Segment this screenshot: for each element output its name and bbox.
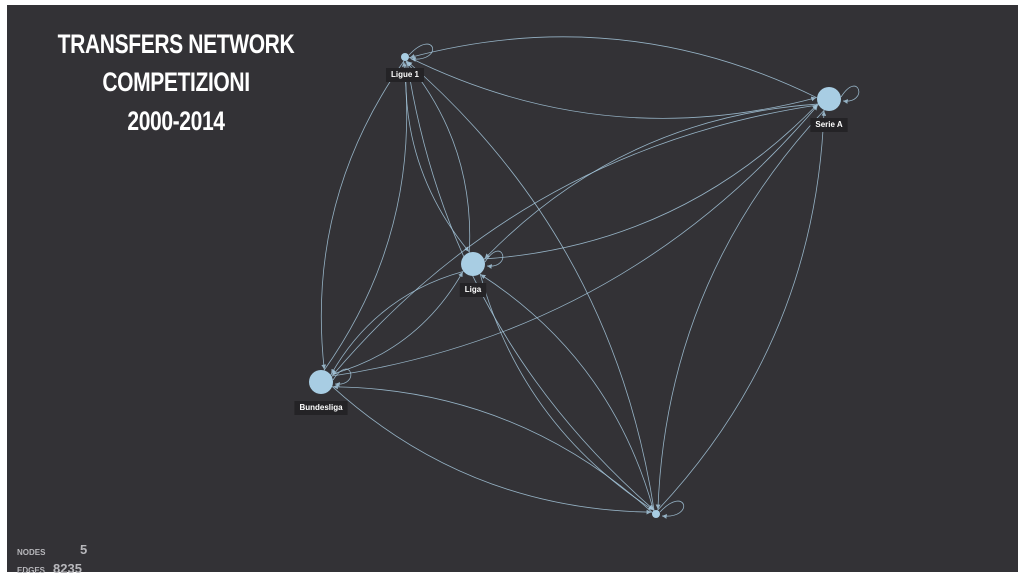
edge [330,270,464,375]
edge [480,274,655,511]
edge [483,104,818,260]
edges-label: EDGES [17,566,46,575]
node-label: Serie A [815,120,842,129]
edge [330,271,464,376]
edge [332,104,819,376]
edge [320,60,405,370]
node-label-bg [385,68,425,82]
self-loop [840,85,860,104]
edge [408,57,817,119]
node [652,510,660,518]
edge [323,61,408,371]
edges [320,36,860,519]
title-line: COMPETIZIONI [102,68,249,98]
edge [331,105,818,377]
edges-count: 8235 [53,561,82,576]
node-label: Liga [465,285,482,294]
node-label: Ligue 1 [391,70,420,79]
node [309,370,333,394]
nodes-label: NODES [17,548,46,557]
edge [484,103,819,259]
edge [409,36,818,99]
node-label-bg [459,283,487,297]
node-label: Bundesliga [299,403,343,412]
edge [331,386,652,515]
edge [333,384,653,513]
self-loop [408,43,434,62]
title-block: TRANSFERS NETWORK COMPETIZIONI 2000-2014 [58,30,296,137]
node-label-bg [810,118,848,132]
node [401,53,409,61]
background [7,5,1018,572]
self-loop [659,500,685,519]
edge [406,61,471,253]
node-label-bg [294,401,348,415]
nodes-count: 5 [80,542,87,557]
self-loop [332,368,352,387]
title-line: TRANSFERS NETWORK [58,30,295,60]
edge [479,273,654,511]
node [461,252,485,276]
nodes: Ligue 1 Serie A Liga Bundesliga [294,53,848,518]
edge [407,61,655,511]
node [817,87,841,111]
edge [657,110,827,511]
edge [406,60,654,510]
title-line: 2000-2014 [127,107,225,137]
self-loop [484,250,504,269]
edge [655,109,825,510]
